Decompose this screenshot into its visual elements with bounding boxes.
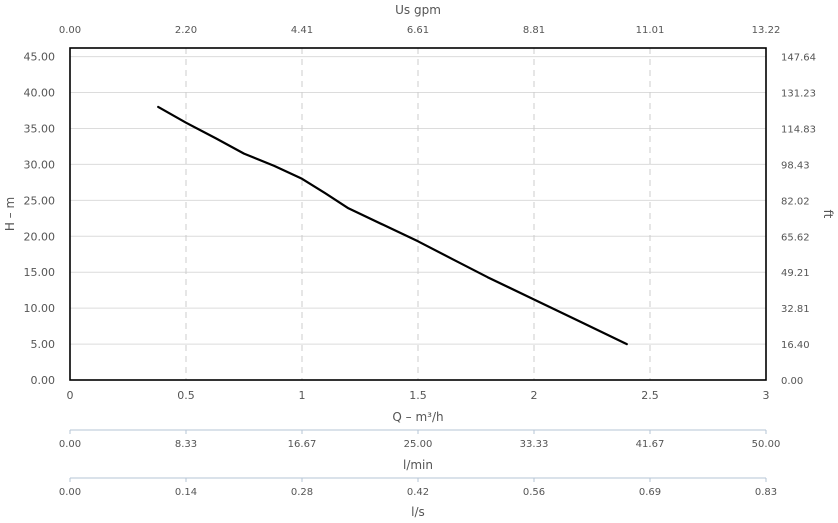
x-axis-title: Q – m³/h <box>392 410 443 424</box>
top-axis-title: Us gpm <box>395 3 441 17</box>
ls-axis-title: l/s <box>411 505 425 519</box>
left-axis-title: H – m <box>3 197 17 231</box>
series-layer <box>157 105 628 346</box>
top-tick-label: 6.61 <box>407 25 429 36</box>
pump-curve-line <box>157 105 628 346</box>
right-tick-label: 65.62 <box>781 232 810 243</box>
left-tick-label: 30.00 <box>24 158 56 171</box>
left-tick-label: 10.00 <box>24 302 56 315</box>
left-tick-label: 35.00 <box>24 122 56 135</box>
secondary-tick-label: 16.67 <box>288 439 317 450</box>
right-tick-label: 98.43 <box>781 160 810 171</box>
left-tick-label: 25.00 <box>24 194 56 207</box>
right-tick-label: 147.64 <box>781 53 816 64</box>
top-tick-label: 8.81 <box>523 25 545 36</box>
secondary-tick-label: 0.83 <box>755 487 777 498</box>
left-tick-label: 15.00 <box>24 266 56 279</box>
secondary-scales: 0.00 8.33 16.67 25.00 33.33 41.67 50.00 0.00 0.1… <box>59 429 781 498</box>
x-tick-label: 2.5 <box>641 389 659 402</box>
x-tick-label: 2 <box>531 389 538 402</box>
top-tick-label: 0.00 <box>59 25 81 36</box>
x-tick-label: 3 <box>763 389 770 402</box>
secondary-tick-label: 0.69 <box>639 487 661 498</box>
right-tick-label: 32.81 <box>781 304 810 315</box>
left-tick-label: 0.00 <box>31 374 56 387</box>
x-tick-label: 1.5 <box>409 389 427 402</box>
left-tick-label: 5.00 <box>31 338 56 351</box>
secondary-tick-label: 33.33 <box>520 439 549 450</box>
secondary-tick-label: 41.67 <box>636 439 665 450</box>
x-tick-label: 0.5 <box>177 389 195 402</box>
top-tick-label: 11.01 <box>636 25 665 36</box>
lmin-axis-title: l/min <box>403 458 433 472</box>
grid-lines <box>70 48 766 380</box>
right-tick-label: 82.02 <box>781 196 810 207</box>
left-tick-label: 40.00 <box>24 87 56 100</box>
secondary-tick-label: 0.00 <box>59 487 81 498</box>
x-tick-label: 1 <box>299 389 306 402</box>
secondary-tick-label: 8.33 <box>175 439 197 450</box>
secondary-tick-label: 0.42 <box>407 487 429 498</box>
plot-frame <box>69 47 767 381</box>
right-tick-label: 16.40 <box>781 340 810 351</box>
top-tick-label: 4.41 <box>291 25 313 36</box>
right-axis-title: ft <box>821 210 835 219</box>
left-tick-label: 20.00 <box>24 230 56 243</box>
top-tick-label: 2.20 <box>175 25 197 36</box>
left-tick-label: 45.00 <box>24 51 56 64</box>
secondary-tick-label: 0.14 <box>175 487 197 498</box>
secondary-tick-label: 0.56 <box>523 487 545 498</box>
right-tick-label: 49.21 <box>781 268 810 279</box>
secondary-tick-label: 50.00 <box>752 439 781 450</box>
x-tick-label: 0 <box>67 389 74 402</box>
right-tick-label: 0.00 <box>781 376 803 387</box>
secondary-tick-label: 0.28 <box>291 487 313 498</box>
secondary-tick-label: 0.00 <box>59 439 81 450</box>
right-tick-label: 114.83 <box>781 124 816 135</box>
secondary-tick-label: 25.00 <box>404 439 433 450</box>
top-tick-label: 13.22 <box>752 25 781 36</box>
right-tick-label: 131.23 <box>781 89 816 100</box>
